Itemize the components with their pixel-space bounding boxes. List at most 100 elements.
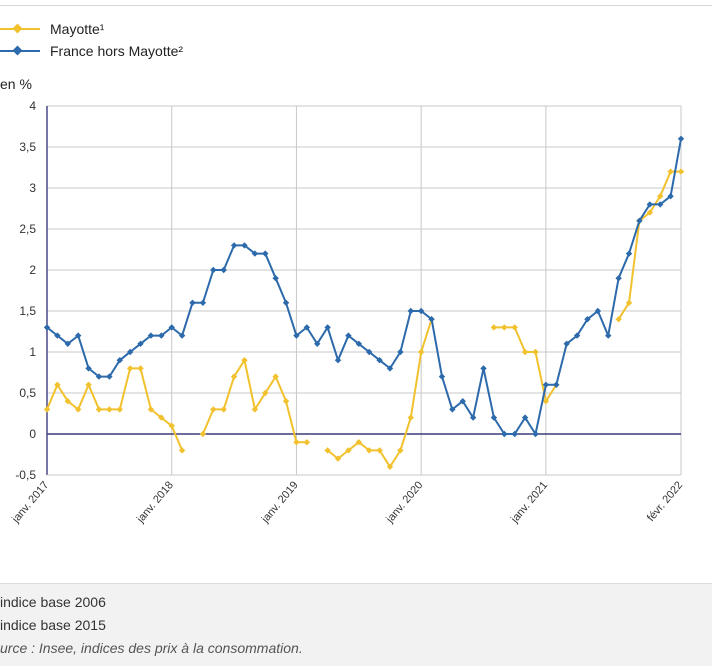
data-point-mayotte (407, 414, 414, 421)
data-point-mayotte (126, 365, 134, 372)
series-line-mayotte (201, 359, 307, 444)
data-point-mayotte (334, 455, 342, 462)
data-point-mayotte (54, 381, 61, 388)
legend-swatch-mayotte (0, 22, 44, 36)
data-point-france (428, 316, 435, 323)
data-point-france (345, 332, 352, 339)
data-point-france (490, 414, 498, 421)
data-point-france (563, 340, 570, 347)
data-point-mayotte (324, 447, 331, 454)
data-point-france (449, 406, 456, 413)
data-point-france (178, 332, 186, 339)
data-point-france (469, 414, 477, 421)
data-point-france (459, 398, 466, 405)
series-line-france (46, 138, 682, 435)
data-point-mayotte (168, 422, 175, 429)
data-point-france (303, 324, 311, 331)
data-point-france (605, 332, 612, 339)
y-axis-unit-label: en % (0, 76, 32, 92)
y-tick-label: 0 (29, 427, 36, 441)
data-point-mayotte (397, 447, 404, 454)
data-point-france (95, 373, 103, 380)
data-point-mayotte (365, 447, 373, 454)
data-point-mayotte (303, 439, 311, 446)
data-point-france (126, 348, 134, 356)
data-point-france (594, 307, 602, 315)
y-tick-label: 0,5 (19, 386, 36, 400)
y-tick-label: -0,5 (15, 468, 36, 482)
footnote-2: indice base 2015 (0, 617, 106, 633)
data-point-france (282, 299, 290, 306)
data-point-france (137, 340, 144, 347)
data-point-france (106, 373, 113, 380)
data-point-mayotte (199, 430, 207, 438)
x-tick-label: janv. 2020 (384, 479, 426, 526)
y-tick-label: 4 (29, 99, 36, 113)
data-point-mayotte (282, 398, 290, 405)
data-point-france (189, 299, 196, 306)
data-point-mayotte (241, 357, 248, 364)
x-tick-label: janv. 2017 (9, 479, 51, 526)
data-point-france (417, 307, 425, 315)
legend-swatch-france (0, 44, 44, 58)
data-point-france (158, 332, 165, 339)
series-line-mayotte (46, 367, 184, 451)
top-divider (0, 0, 712, 6)
data-point-france (116, 357, 123, 364)
x-tick-label: janv. 2018 (134, 479, 176, 526)
y-tick-label: 1,5 (19, 304, 36, 318)
data-point-france (376, 357, 383, 364)
x-tick-label: févr. 2022 (645, 479, 685, 524)
data-point-mayotte (220, 406, 227, 413)
data-point-mayotte (64, 398, 71, 405)
data-point-france (334, 357, 342, 364)
data-point-mayotte (106, 406, 113, 413)
data-point-mayotte (293, 439, 300, 446)
data-point-france (677, 135, 685, 142)
data-point-france (64, 340, 71, 347)
data-point-france (74, 332, 82, 339)
data-point-france (532, 430, 539, 438)
data-point-france (480, 365, 487, 372)
line-chart: -0,5 0 0,5 1 1,5 2 2,5 3 3,5 4 janv. 2017 janv. 201… (9, 99, 685, 526)
data-point-france (511, 430, 518, 438)
legend-item-france: France hors Mayotte² (0, 40, 183, 62)
data-point-france (542, 381, 550, 388)
data-point-mayotte (345, 447, 352, 454)
x-tick-label: janv. 2019 (259, 479, 301, 526)
y-tick-label: 3,5 (19, 140, 36, 154)
data-point-mayotte (95, 406, 103, 413)
data-point-mayotte (272, 373, 279, 380)
data-point-mayotte (178, 447, 186, 454)
data-point-france (241, 242, 248, 249)
source-note: urce : Insee, indices des prix à la cons… (0, 640, 303, 656)
data-point-mayotte (147, 406, 155, 413)
data-point-mayotte (85, 381, 92, 388)
data-point-france (521, 414, 529, 421)
data-point-france (553, 381, 560, 388)
data-point-france (324, 324, 331, 331)
data-point-mayotte (511, 324, 518, 331)
data-point-mayotte (74, 406, 82, 413)
data-point-france (355, 340, 363, 347)
data-point-france (54, 332, 61, 339)
legend-label-mayotte: Mayotte¹ (50, 21, 105, 37)
legend-label-france: France hors Mayotte² (50, 43, 184, 59)
data-point-france (646, 201, 654, 208)
series-line-mayotte (493, 326, 558, 403)
data-point-mayotte (501, 324, 508, 331)
data-point-france (199, 299, 207, 306)
data-point-mayotte (230, 373, 238, 380)
data-point-france (584, 316, 591, 323)
data-point-mayotte (677, 168, 685, 175)
data-point-france (85, 365, 92, 372)
data-point-france (43, 324, 51, 331)
data-point-france (386, 365, 394, 372)
data-point-france (573, 332, 581, 339)
data-point-mayotte (210, 406, 217, 413)
data-point-france (615, 275, 622, 282)
data-point-france (272, 275, 279, 282)
data-point-france (293, 332, 300, 339)
data-point-mayotte (490, 324, 498, 331)
y-tick-label: 2,5 (19, 222, 36, 236)
